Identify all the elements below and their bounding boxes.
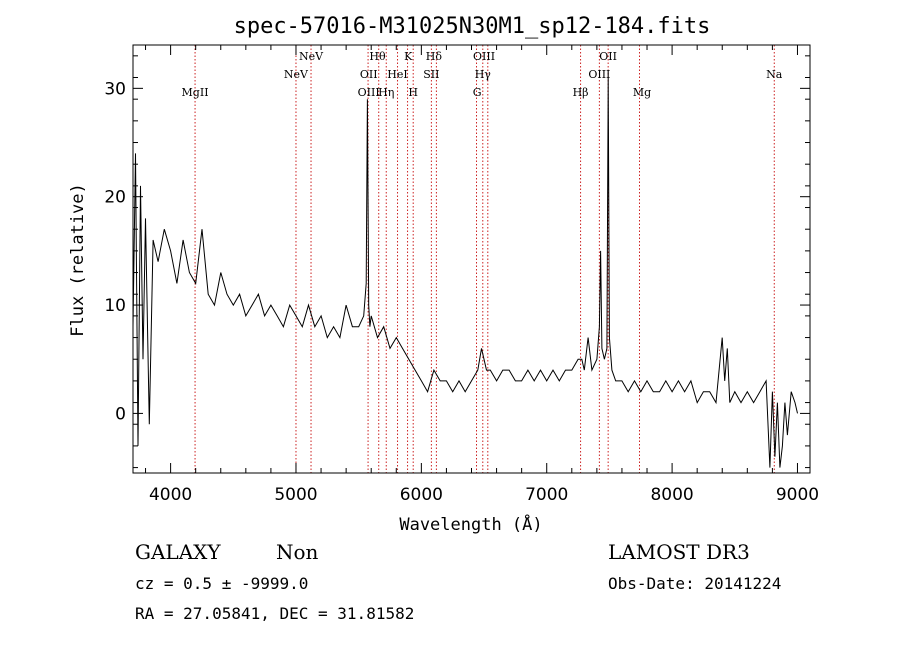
spectral-line-label: HeI (387, 68, 407, 81)
spectral-line-label: OIII (358, 86, 380, 99)
spectral-line-label: Na (766, 68, 783, 81)
spectral-line-label: OII (360, 68, 378, 81)
spectral-line-label: Hβ (573, 86, 589, 99)
x-tick-label: 5000 (274, 485, 317, 505)
redshift-readout: cz = 0.5 ± -9999.0 (135, 574, 308, 593)
spectral-line-label: OII (599, 50, 617, 63)
spectral-line-label: Hθ (369, 50, 386, 63)
spectral-line-label: SII (423, 68, 439, 81)
x-tick-label: 4000 (149, 485, 192, 505)
spectral-line-label: NeV (284, 68, 309, 81)
spectral-line-label: OIII (473, 50, 495, 63)
spectral-line-label: K (404, 50, 413, 63)
coordinates: RA = 27.05841, DEC = 31.81582 (135, 604, 414, 623)
y-axis-ticks: 0 10 20 30 (104, 55, 810, 469)
x-tick-label: 9000 (776, 485, 819, 505)
x-tick-label: 8000 (650, 485, 693, 505)
y-tick-label: 0 (115, 404, 126, 424)
spectral-line-label: Hη (378, 86, 394, 99)
spectral-line-markers (194, 45, 775, 473)
spectral-line-label: OIII (588, 68, 610, 81)
y-tick-label: 30 (104, 79, 126, 99)
spectral-line-label: G (473, 86, 482, 99)
x-axis-ticks: 4000 5000 6000 7000 8000 9000 (145, 45, 819, 505)
spectral-line-labels: MgII NeV NeV OII OIII Hθ Hη HeI K H Hδ SII OIII Hγ G Hβ… (182, 50, 783, 99)
y-tick-label: 10 (104, 296, 126, 316)
spectral-line-label: MgII (182, 86, 209, 99)
chart-title: spec-57016-M31025N30M1_sp12-184.fits (234, 14, 711, 39)
spectral-line-label: Hδ (426, 50, 443, 63)
object-class: GALAXY (135, 540, 221, 564)
spectral-line-label: Hγ (475, 68, 492, 81)
object-subclass: Non (276, 540, 319, 564)
spectral-line-label: Mg (633, 86, 651, 99)
spectral-line-label: H (408, 86, 418, 99)
spectral-line-label: NeV (299, 50, 324, 63)
obs-date: Obs-Date: 20141224 (608, 574, 781, 593)
y-tick-label: 20 (104, 188, 126, 208)
x-axis-label: Wavelength (Å) (399, 513, 542, 535)
survey-name: LAMOST DR3 (608, 540, 750, 564)
y-axis-label: Flux (relative) (68, 183, 88, 337)
spectrum-series-line (132, 77, 798, 468)
plot-frame (132, 44, 811, 474)
x-tick-label: 7000 (525, 485, 568, 505)
x-tick-label: 6000 (400, 485, 443, 505)
